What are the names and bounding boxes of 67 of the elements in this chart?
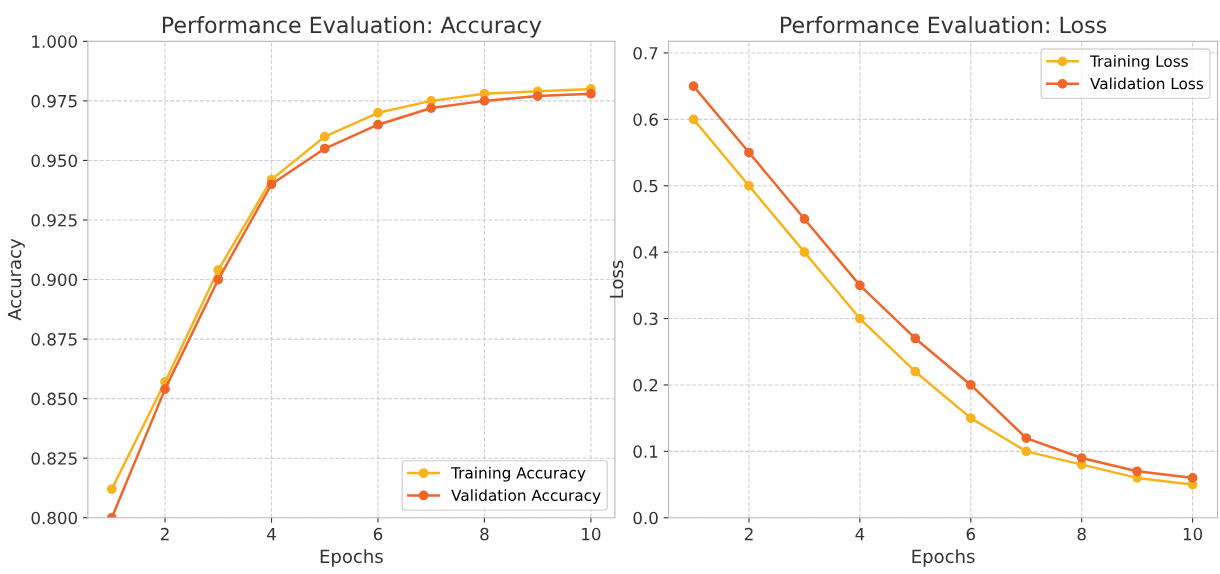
y-tick-label: 0.3 — [633, 312, 658, 326]
x-axis-title: Epochs — [912, 549, 975, 567]
x-tick-label: 8 — [480, 527, 489, 541]
y-tick-label: 0.800 — [31, 511, 78, 525]
x-tick-label: 2 — [160, 527, 169, 541]
point — [373, 107, 383, 118]
point — [1132, 466, 1143, 477]
legend-label: Training Loss — [1089, 55, 1188, 70]
point — [1187, 473, 1198, 483]
point — [1021, 446, 1032, 457]
y-axis-title: Accuracy — [7, 238, 25, 321]
point — [965, 380, 976, 390]
chart-title: Performance Evaluation: Accuracy — [162, 16, 542, 38]
point — [688, 114, 699, 125]
point — [965, 413, 976, 424]
point — [1076, 453, 1087, 463]
point — [373, 119, 383, 130]
x-tick-label: 8 — [1077, 527, 1086, 541]
y-tick-label: 0.975 — [31, 94, 77, 108]
point — [744, 147, 754, 158]
chart-title: Performance Evaluation: Loss — [781, 16, 1107, 34]
y-tick-label: 0.950 — [31, 154, 78, 167]
legend-label: Validation Loss — [1090, 77, 1204, 90]
x-tick-label: 2 — [744, 527, 753, 541]
point — [160, 384, 170, 394]
y-tick-label: 0.825 — [31, 452, 77, 465]
y-tick-label: 0.5 — [633, 179, 658, 193]
point — [1021, 433, 1032, 443]
point — [213, 265, 224, 275]
point — [910, 333, 921, 344]
point — [479, 96, 490, 106]
x-tick-label: 10 — [1183, 527, 1203, 541]
legend-label: Training Accuracy — [451, 466, 586, 482]
y-tick-label: 0.2 — [633, 378, 658, 392]
y-tick-label: 0.4 — [633, 246, 658, 259]
point — [532, 91, 543, 101]
point — [910, 366, 921, 377]
y-tick-label: 0.6 — [633, 113, 658, 126]
y-tick-label: 1.000 — [32, 35, 78, 48]
point — [266, 179, 277, 190]
y-axis-title: Loss — [609, 260, 624, 298]
point — [855, 280, 865, 291]
point — [688, 81, 699, 92]
y-tick-label: 0.875 — [31, 333, 77, 346]
x-tick-label: 6 — [966, 527, 976, 541]
point — [855, 313, 865, 324]
point — [799, 214, 810, 224]
point — [744, 180, 754, 191]
legend-label: Validation Accuracy — [451, 489, 601, 504]
point — [426, 103, 437, 113]
point — [586, 88, 596, 99]
x-tick-label: 6 — [373, 527, 383, 541]
y-tick-label: 0.925 — [31, 213, 77, 227]
y-tick-label: 0.7 — [633, 46, 658, 60]
point — [213, 274, 224, 285]
x-tick-label: 4 — [267, 527, 276, 541]
y-tick-label: 0.900 — [31, 273, 78, 287]
y-tick-label: 0.1 — [633, 445, 658, 458]
x-tick-label: 4 — [855, 527, 865, 541]
y-tick-label: 0.850 — [31, 392, 78, 406]
point — [319, 143, 330, 154]
point — [799, 247, 810, 258]
y-tick-label: 0.0 — [633, 511, 658, 525]
x-tick-label: 10 — [582, 527, 601, 541]
point — [106, 484, 117, 495]
point — [319, 131, 330, 142]
x-axis-title: Epochs — [320, 549, 383, 567]
